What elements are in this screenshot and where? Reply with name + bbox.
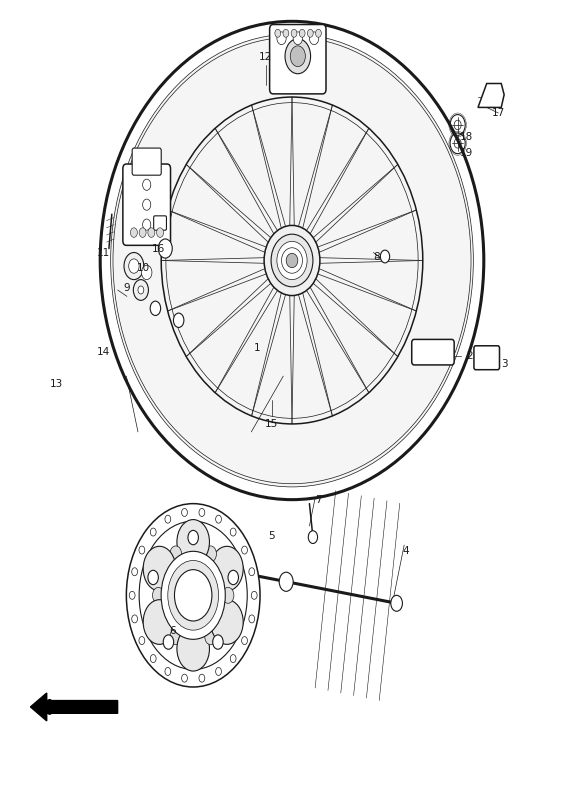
Text: 11: 11 bbox=[96, 247, 110, 258]
Circle shape bbox=[223, 587, 234, 603]
Circle shape bbox=[142, 179, 151, 190]
FancyBboxPatch shape bbox=[154, 216, 166, 230]
Circle shape bbox=[163, 635, 173, 650]
Ellipse shape bbox=[271, 234, 313, 286]
Circle shape bbox=[228, 570, 238, 585]
Circle shape bbox=[148, 228, 155, 238]
Circle shape bbox=[175, 570, 212, 621]
Circle shape bbox=[188, 530, 199, 545]
Circle shape bbox=[283, 30, 289, 38]
Text: 19: 19 bbox=[460, 148, 473, 158]
Circle shape bbox=[277, 32, 286, 45]
Circle shape bbox=[170, 629, 182, 645]
Circle shape bbox=[173, 313, 184, 327]
Circle shape bbox=[310, 32, 319, 45]
FancyArrow shape bbox=[30, 693, 117, 721]
Circle shape bbox=[128, 259, 139, 274]
Circle shape bbox=[157, 228, 164, 238]
Text: 2: 2 bbox=[466, 351, 472, 361]
Circle shape bbox=[211, 600, 243, 644]
Text: 1: 1 bbox=[254, 343, 260, 353]
Circle shape bbox=[177, 626, 210, 671]
Text: 13: 13 bbox=[50, 379, 63, 389]
Circle shape bbox=[142, 199, 151, 210]
Polygon shape bbox=[478, 83, 504, 107]
Text: 4: 4 bbox=[402, 546, 409, 557]
Circle shape bbox=[279, 572, 293, 591]
Circle shape bbox=[293, 32, 303, 45]
Text: 16: 16 bbox=[152, 243, 165, 254]
Ellipse shape bbox=[110, 34, 474, 487]
Text: 10: 10 bbox=[137, 263, 150, 274]
Text: 7: 7 bbox=[315, 494, 321, 505]
Circle shape bbox=[177, 519, 210, 564]
Circle shape bbox=[285, 38, 311, 74]
FancyBboxPatch shape bbox=[412, 339, 454, 365]
Ellipse shape bbox=[286, 254, 298, 268]
FancyBboxPatch shape bbox=[270, 25, 326, 94]
Circle shape bbox=[275, 30, 281, 38]
Text: Parts: Parts bbox=[259, 417, 284, 431]
Circle shape bbox=[148, 570, 158, 585]
Text: 14: 14 bbox=[96, 347, 110, 357]
Circle shape bbox=[161, 551, 225, 639]
Circle shape bbox=[205, 546, 217, 562]
Text: 15: 15 bbox=[265, 419, 279, 429]
FancyBboxPatch shape bbox=[474, 346, 499, 370]
Circle shape bbox=[138, 286, 144, 294]
Circle shape bbox=[211, 546, 243, 591]
Circle shape bbox=[126, 504, 260, 687]
Circle shape bbox=[205, 629, 217, 645]
Ellipse shape bbox=[277, 242, 307, 280]
Circle shape bbox=[380, 250, 390, 263]
Circle shape bbox=[315, 30, 321, 38]
Circle shape bbox=[291, 30, 297, 38]
Circle shape bbox=[133, 280, 148, 300]
Circle shape bbox=[150, 301, 161, 315]
Circle shape bbox=[141, 266, 152, 280]
Circle shape bbox=[152, 587, 164, 603]
Circle shape bbox=[168, 561, 218, 630]
Text: 8: 8 bbox=[373, 251, 380, 262]
Circle shape bbox=[299, 30, 305, 38]
Text: 17: 17 bbox=[492, 108, 505, 118]
FancyBboxPatch shape bbox=[132, 148, 161, 175]
Circle shape bbox=[391, 595, 402, 611]
Text: 12: 12 bbox=[259, 52, 273, 62]
Text: 9: 9 bbox=[123, 283, 130, 294]
Circle shape bbox=[124, 253, 144, 280]
Circle shape bbox=[308, 530, 318, 543]
Text: 3: 3 bbox=[501, 359, 507, 369]
Text: 18: 18 bbox=[460, 132, 473, 142]
Circle shape bbox=[139, 521, 247, 670]
Ellipse shape bbox=[264, 226, 320, 295]
Circle shape bbox=[142, 219, 151, 230]
FancyBboxPatch shape bbox=[123, 164, 171, 246]
Circle shape bbox=[130, 228, 137, 238]
Circle shape bbox=[158, 239, 172, 258]
Circle shape bbox=[307, 30, 313, 38]
Text: 5: 5 bbox=[268, 530, 275, 541]
Circle shape bbox=[213, 635, 223, 650]
Circle shape bbox=[290, 46, 305, 66]
Circle shape bbox=[143, 546, 176, 591]
Circle shape bbox=[143, 600, 176, 644]
Circle shape bbox=[170, 546, 182, 562]
Circle shape bbox=[139, 228, 146, 238]
Text: 6: 6 bbox=[169, 626, 176, 636]
